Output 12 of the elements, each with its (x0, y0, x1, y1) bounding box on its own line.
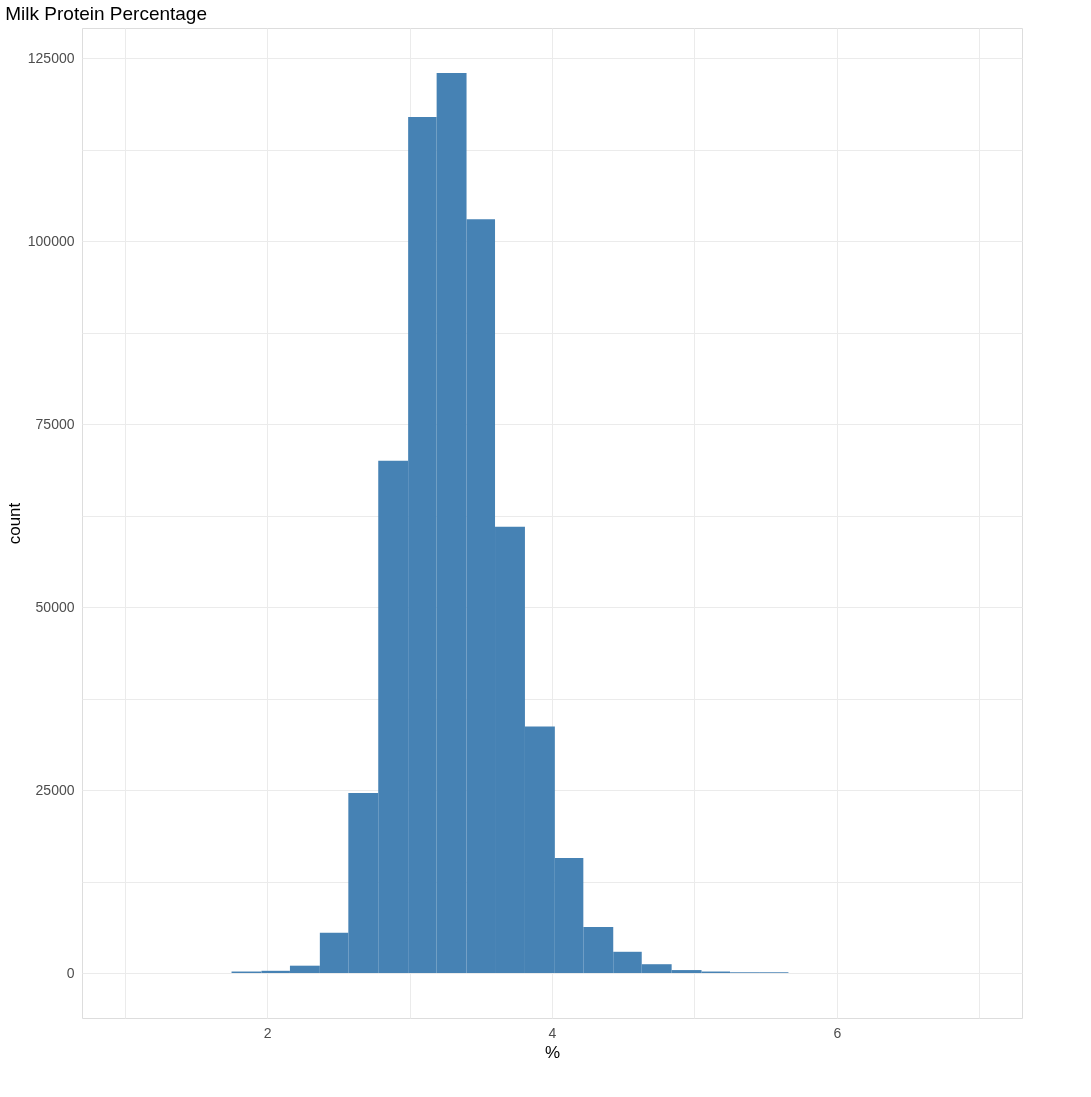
y-tick-label: 0 (66, 964, 75, 981)
x-tick-label: 4 (548, 1024, 557, 1041)
y-tick-label: 25000 (35, 781, 75, 798)
chart-title: Milk Protein Percentage (5, 3, 207, 24)
y-tick-label: 50000 (35, 598, 75, 615)
x-tick-label: 2 (263, 1024, 272, 1041)
x-axis-title: % (544, 1042, 561, 1062)
y-tick-label: 75000 (35, 415, 75, 432)
y-tick-label: 125000 (27, 49, 75, 66)
y-tick-label: 100000 (27, 232, 75, 249)
x-tick-label: 6 (833, 1024, 842, 1041)
y-axis-title: count (4, 502, 24, 545)
